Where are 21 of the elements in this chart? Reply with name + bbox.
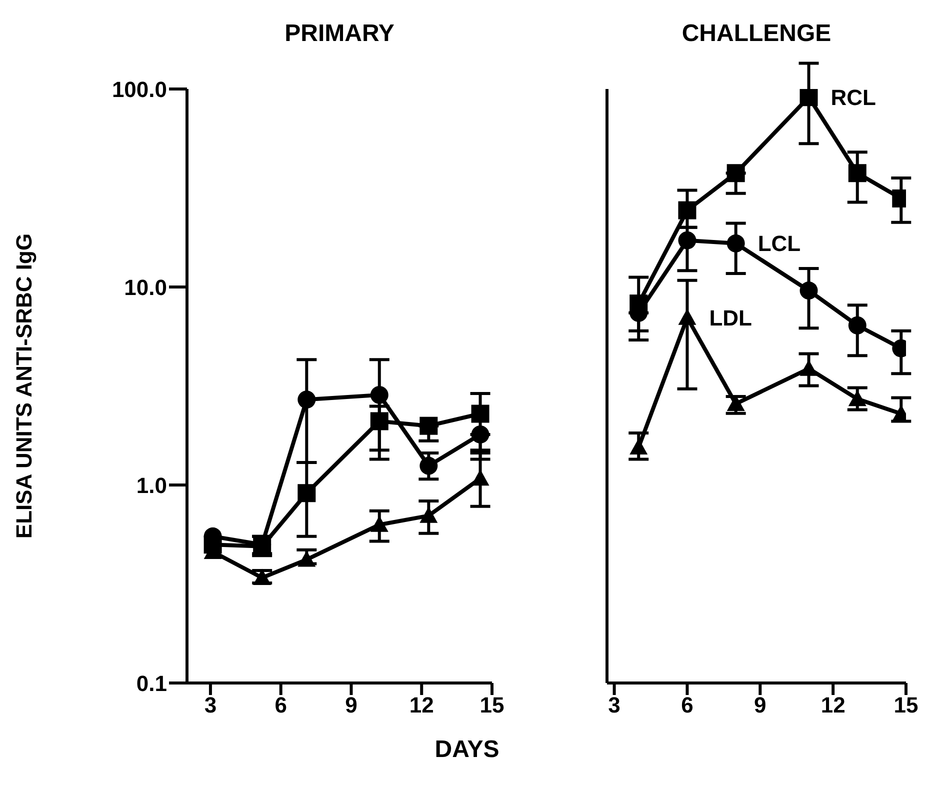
x-tick-label: 9 — [754, 692, 766, 718]
y-tick-label: 100.0 — [112, 76, 167, 102]
annotation: RCL — [830, 84, 876, 110]
x-tick-label: 15 — [894, 692, 918, 718]
chart-title: PRIMARY — [284, 20, 396, 48]
x-tick-label: 12 — [820, 692, 846, 718]
chart-title: CHALLENGE — [680, 20, 832, 48]
x-tick-label: 6 — [274, 692, 287, 718]
x-tick-label: 6 — [681, 692, 694, 718]
x-tick-label: 12 — [409, 692, 434, 718]
annotation: LCL — [758, 231, 801, 256]
x-tick-label: 3 — [608, 692, 620, 718]
y-tick-label: 0.1 — [136, 670, 167, 696]
x-tick-label: 3 — [204, 692, 217, 718]
x-tick-label: 15 — [480, 692, 504, 718]
y-tick-label: 1.0 — [136, 472, 167, 498]
x-tick-label: 9 — [345, 692, 358, 718]
y-axis-title: ELISA UNITS ANTI-SRBC IgG — [12, 233, 38, 539]
annotation: LDL — [709, 305, 752, 330]
y-tick-label: 10.0 — [124, 274, 167, 300]
x-axis-title: DAYS — [434, 736, 500, 764]
